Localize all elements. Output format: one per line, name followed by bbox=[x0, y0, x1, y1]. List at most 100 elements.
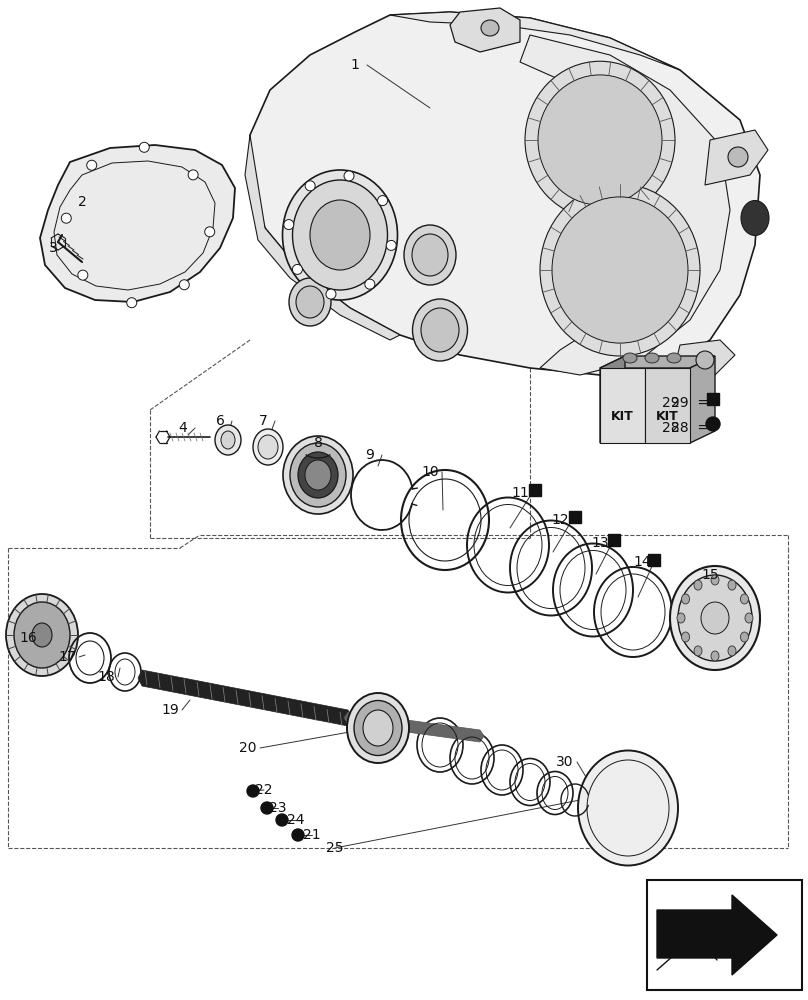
Circle shape bbox=[377, 196, 388, 206]
Text: 8: 8 bbox=[314, 436, 322, 450]
Circle shape bbox=[127, 298, 137, 308]
Text: 12: 12 bbox=[551, 513, 569, 527]
Ellipse shape bbox=[421, 308, 459, 352]
Ellipse shape bbox=[292, 180, 388, 290]
Ellipse shape bbox=[481, 20, 499, 36]
Ellipse shape bbox=[552, 197, 688, 343]
Circle shape bbox=[204, 227, 215, 237]
Ellipse shape bbox=[525, 61, 675, 219]
Ellipse shape bbox=[670, 566, 760, 670]
Text: 13: 13 bbox=[591, 536, 608, 550]
Ellipse shape bbox=[694, 646, 702, 656]
Text: 1: 1 bbox=[351, 58, 360, 72]
Polygon shape bbox=[705, 130, 768, 185]
Ellipse shape bbox=[290, 443, 346, 507]
Bar bbox=[647, 880, 802, 990]
Bar bbox=[529, 484, 541, 496]
Text: 2: 2 bbox=[78, 195, 86, 209]
Ellipse shape bbox=[682, 632, 689, 642]
Bar bbox=[569, 511, 581, 523]
Circle shape bbox=[139, 142, 149, 152]
Ellipse shape bbox=[413, 299, 468, 361]
Text: 23: 23 bbox=[269, 801, 287, 815]
Polygon shape bbox=[344, 712, 484, 742]
Ellipse shape bbox=[696, 351, 714, 369]
Ellipse shape bbox=[354, 700, 402, 756]
Ellipse shape bbox=[363, 710, 393, 746]
Text: 28: 28 bbox=[663, 421, 680, 435]
Ellipse shape bbox=[404, 225, 456, 285]
Polygon shape bbox=[690, 356, 715, 443]
Ellipse shape bbox=[296, 286, 324, 318]
Text: 29: 29 bbox=[663, 396, 680, 410]
Ellipse shape bbox=[645, 353, 659, 363]
Ellipse shape bbox=[741, 200, 769, 235]
Circle shape bbox=[61, 213, 71, 223]
Circle shape bbox=[276, 814, 288, 826]
Ellipse shape bbox=[578, 750, 678, 865]
Ellipse shape bbox=[221, 431, 235, 449]
Ellipse shape bbox=[310, 200, 370, 270]
Polygon shape bbox=[245, 135, 400, 340]
Text: 18: 18 bbox=[97, 670, 115, 684]
Polygon shape bbox=[390, 12, 680, 70]
Circle shape bbox=[78, 270, 88, 280]
Ellipse shape bbox=[740, 632, 748, 642]
Ellipse shape bbox=[694, 580, 702, 590]
Circle shape bbox=[365, 279, 375, 289]
Polygon shape bbox=[450, 8, 520, 52]
Circle shape bbox=[326, 289, 336, 299]
Ellipse shape bbox=[538, 75, 662, 205]
Ellipse shape bbox=[540, 184, 700, 356]
Ellipse shape bbox=[667, 353, 681, 363]
Ellipse shape bbox=[677, 613, 685, 623]
Polygon shape bbox=[600, 368, 645, 443]
Text: 6: 6 bbox=[216, 414, 225, 428]
Circle shape bbox=[386, 240, 396, 250]
Polygon shape bbox=[138, 670, 352, 726]
Text: 29  =: 29 = bbox=[671, 396, 709, 410]
Circle shape bbox=[305, 181, 315, 191]
Ellipse shape bbox=[728, 580, 736, 590]
Ellipse shape bbox=[14, 602, 70, 668]
Polygon shape bbox=[250, 12, 760, 375]
Ellipse shape bbox=[283, 436, 353, 514]
Circle shape bbox=[86, 160, 97, 170]
Ellipse shape bbox=[347, 693, 409, 763]
Text: 9: 9 bbox=[365, 448, 374, 462]
Circle shape bbox=[284, 220, 294, 230]
Polygon shape bbox=[645, 368, 690, 443]
Ellipse shape bbox=[711, 575, 719, 585]
Ellipse shape bbox=[289, 278, 331, 326]
Circle shape bbox=[188, 170, 198, 180]
Text: 7: 7 bbox=[259, 414, 267, 428]
Ellipse shape bbox=[305, 460, 331, 490]
Bar bbox=[648, 554, 660, 566]
Ellipse shape bbox=[682, 594, 689, 604]
Text: 10: 10 bbox=[421, 465, 439, 479]
Ellipse shape bbox=[6, 594, 78, 676]
Text: 25: 25 bbox=[326, 841, 343, 855]
Circle shape bbox=[261, 802, 273, 814]
Polygon shape bbox=[657, 895, 777, 975]
Text: 20: 20 bbox=[239, 741, 257, 755]
Ellipse shape bbox=[412, 234, 448, 276]
Text: 4: 4 bbox=[179, 421, 187, 435]
Ellipse shape bbox=[728, 147, 748, 167]
Ellipse shape bbox=[623, 353, 637, 363]
Polygon shape bbox=[600, 356, 625, 443]
Text: 3: 3 bbox=[48, 241, 57, 255]
Circle shape bbox=[179, 280, 189, 290]
Bar bbox=[707, 393, 719, 405]
Ellipse shape bbox=[745, 613, 753, 623]
Ellipse shape bbox=[701, 602, 729, 634]
Ellipse shape bbox=[32, 623, 52, 647]
Text: 11: 11 bbox=[511, 486, 529, 500]
Ellipse shape bbox=[258, 435, 278, 459]
Polygon shape bbox=[520, 35, 730, 375]
Polygon shape bbox=[600, 356, 715, 368]
Text: 17: 17 bbox=[58, 650, 76, 664]
Text: 30: 30 bbox=[556, 755, 574, 769]
Ellipse shape bbox=[740, 594, 748, 604]
Text: 22: 22 bbox=[255, 783, 273, 797]
